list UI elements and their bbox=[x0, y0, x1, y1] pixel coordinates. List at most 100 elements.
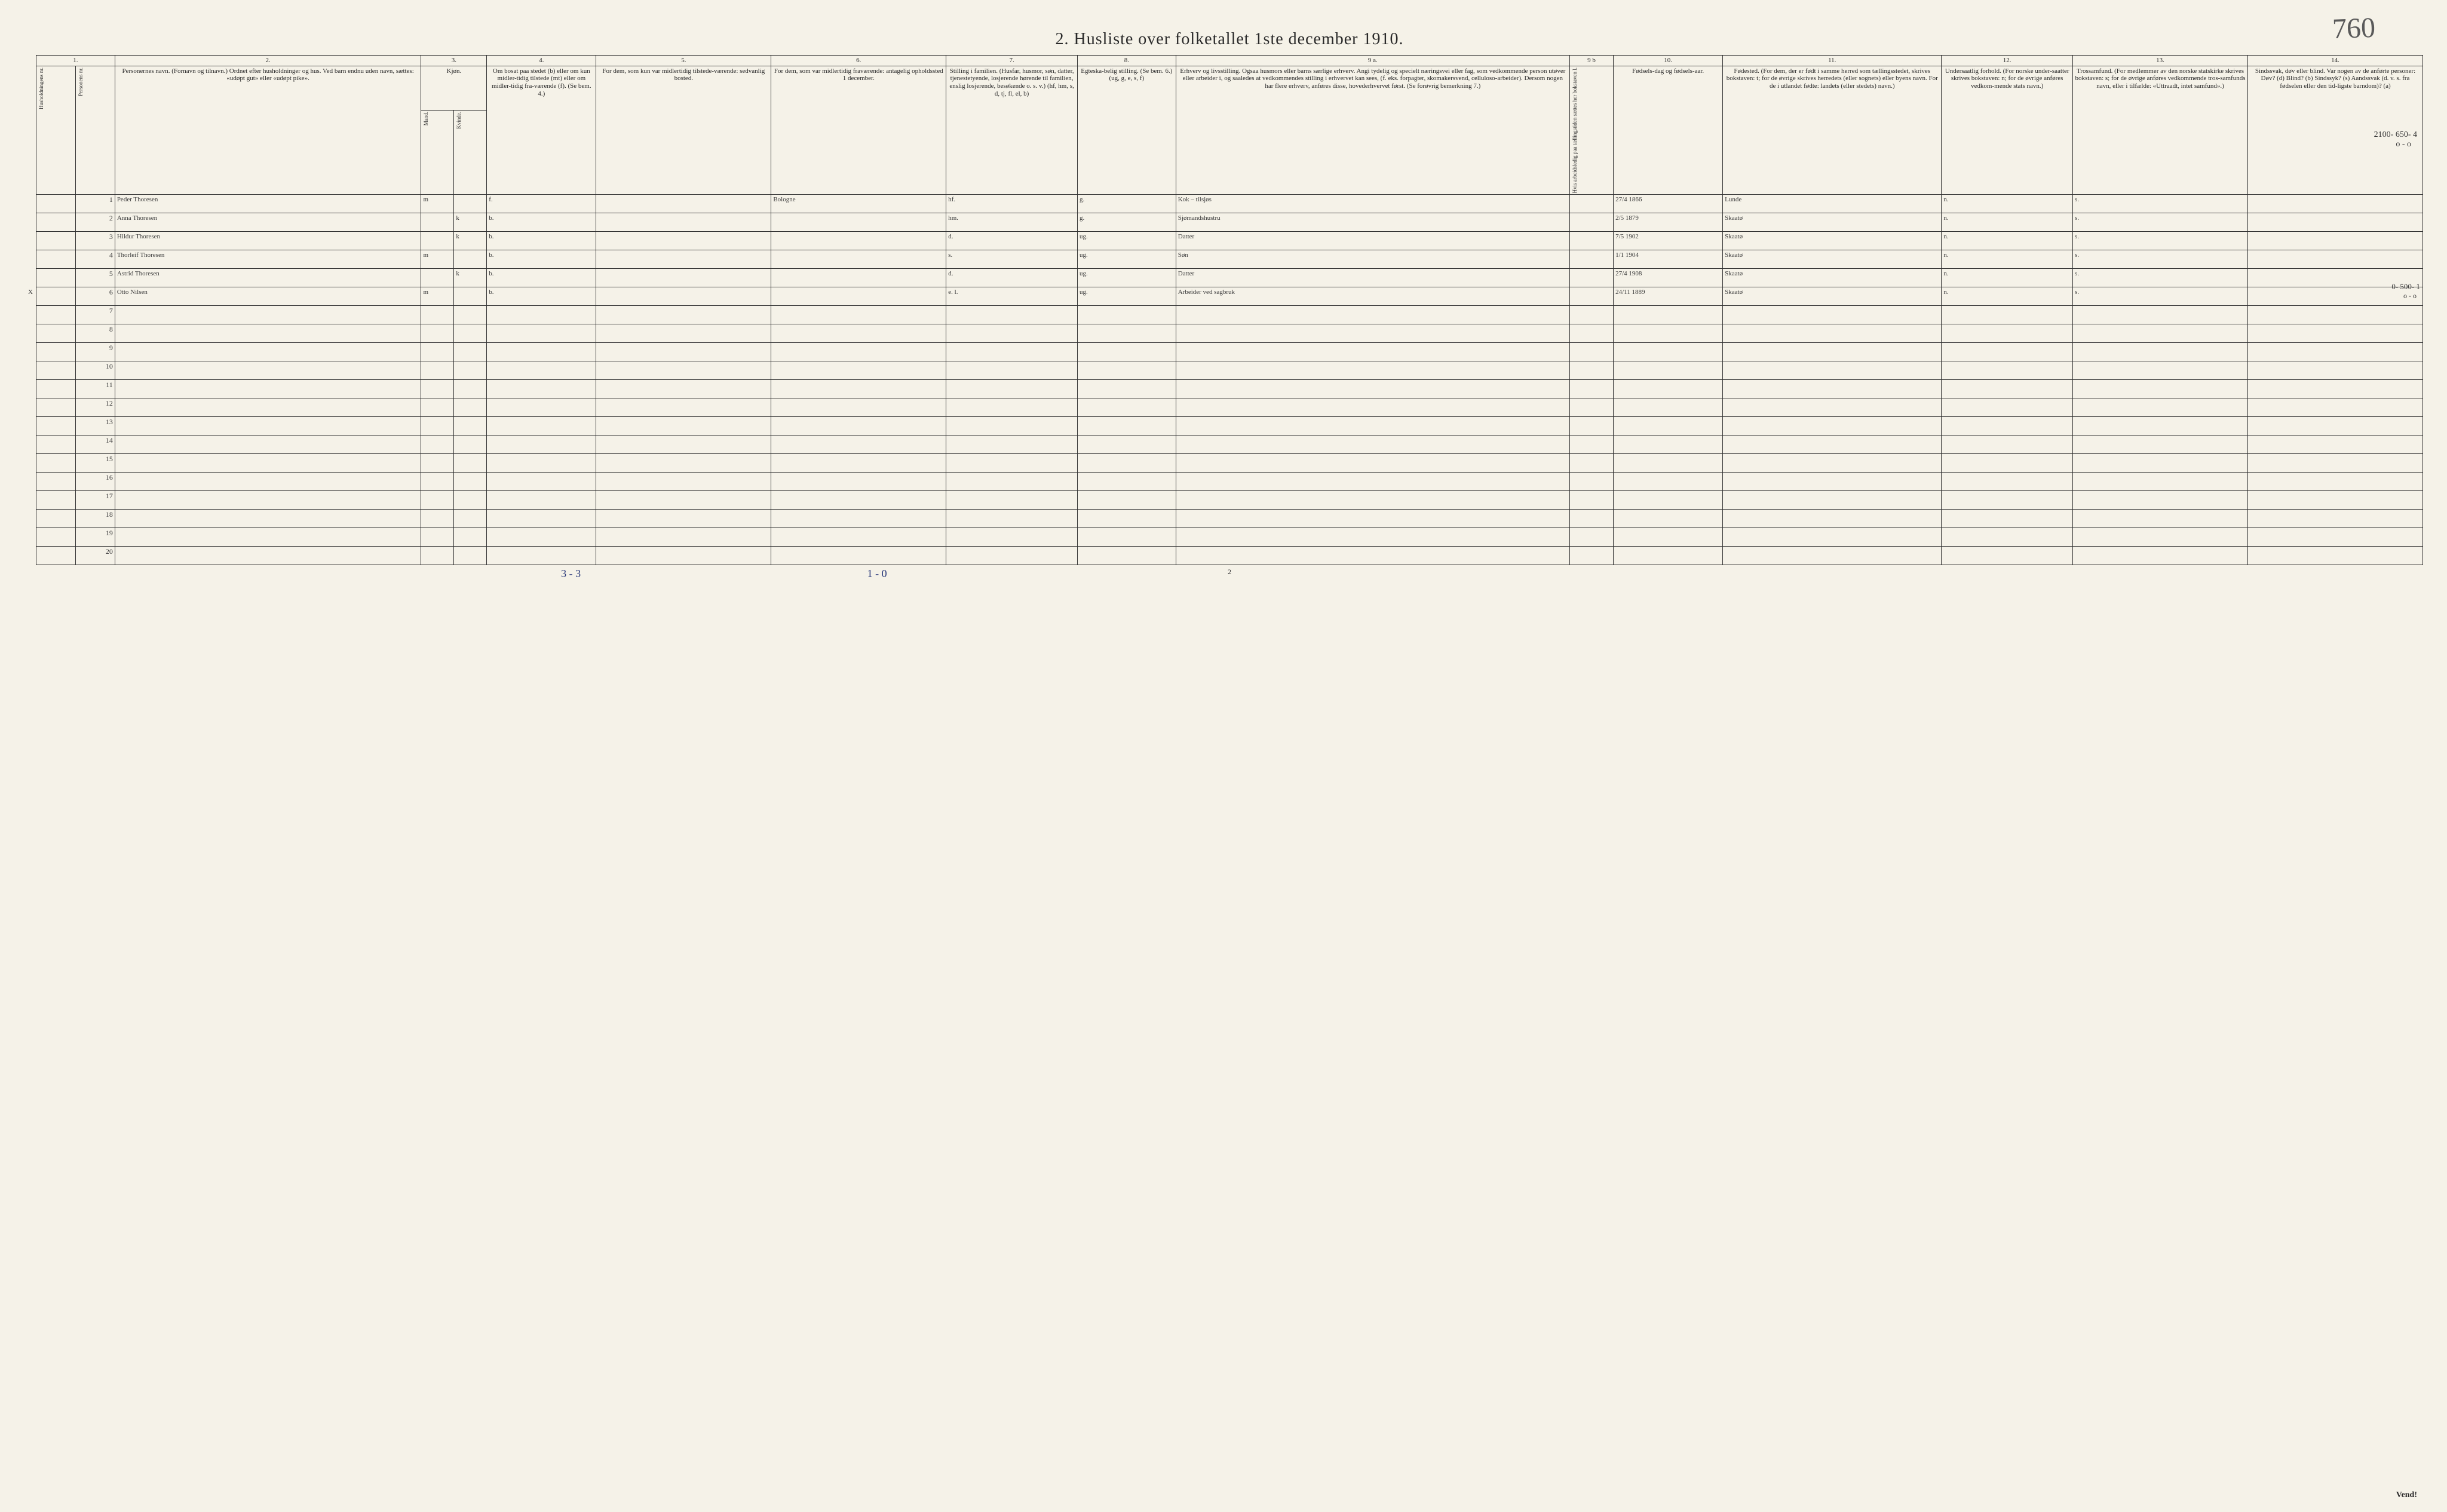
cell-temp-present bbox=[596, 510, 771, 528]
cell-birthplace: Skaatø bbox=[1723, 232, 1942, 250]
cell-birthdate bbox=[1614, 361, 1723, 380]
footer-notes: 3 - 3 1 - 0 2 bbox=[36, 568, 2423, 580]
cell-birthplace: Skaatø bbox=[1723, 213, 1942, 232]
cell-occupation bbox=[1176, 306, 1569, 324]
cell-disability bbox=[2247, 250, 2423, 269]
cell-occupation bbox=[1176, 473, 1569, 491]
cell-temp-present bbox=[596, 417, 771, 435]
cell-birthdate: 7/5 1902 bbox=[1614, 232, 1723, 250]
hdr-temp-present: For dem, som kun var midlertidig tilsted… bbox=[596, 66, 771, 194]
cell-sex-k bbox=[454, 528, 487, 547]
cell-sex-m bbox=[421, 213, 454, 232]
cell-person-no: 7 bbox=[75, 306, 115, 324]
cell-sex-m: m bbox=[421, 287, 454, 306]
cell-name bbox=[115, 510, 421, 528]
margin-note-row6: 0- 500- 1 bbox=[2391, 283, 2420, 292]
cell-religion bbox=[2073, 528, 2248, 547]
cell-sex-m bbox=[421, 510, 454, 528]
cell-household-no: X bbox=[36, 287, 76, 306]
cell-religion bbox=[2073, 547, 2248, 565]
cell-temp-absent bbox=[771, 398, 946, 417]
cell-residence bbox=[487, 417, 596, 435]
cell-sex-k bbox=[454, 361, 487, 380]
cell-temp-absent bbox=[771, 454, 946, 473]
table-body: 1Peder Thoresenmf.Bolognehf.g.Kok – tils… bbox=[36, 195, 2423, 565]
cell-birthplace bbox=[1723, 528, 1942, 547]
cell-birthdate bbox=[1614, 306, 1723, 324]
cell-marital: ug. bbox=[1077, 250, 1176, 269]
cell-person-no: 6 bbox=[75, 287, 115, 306]
cell-name: Otto Nilsen bbox=[115, 287, 421, 306]
cell-occupation bbox=[1176, 435, 1569, 454]
cell-temp-absent bbox=[771, 250, 946, 269]
cell-person-no: 5 bbox=[75, 269, 115, 287]
cell-disability bbox=[2247, 380, 2423, 398]
footer-tally-2: 1 - 0 bbox=[867, 568, 887, 580]
hdr-birthplace: Fødested. (For dem, der er født i samme … bbox=[1723, 66, 1942, 194]
cell-birthplace bbox=[1723, 380, 1942, 398]
cell-household-no bbox=[36, 398, 76, 417]
cell-temp-absent bbox=[771, 232, 946, 250]
colnum-7: 7. bbox=[946, 56, 1078, 66]
cell-birthdate bbox=[1614, 454, 1723, 473]
cell-family-position bbox=[946, 417, 1078, 435]
cell-residence bbox=[487, 343, 596, 361]
cell-occupation bbox=[1176, 528, 1569, 547]
cell-person-no: 10 bbox=[75, 361, 115, 380]
hdr-name: Personernes navn. (Fornavn og tilnavn.) … bbox=[115, 66, 421, 194]
table-row: 7 bbox=[36, 306, 2423, 324]
colnum-6: 6. bbox=[771, 56, 946, 66]
cell-birthplace: Skaatø bbox=[1723, 269, 1942, 287]
cell-temp-absent bbox=[771, 491, 946, 510]
cell-birthdate bbox=[1614, 473, 1723, 491]
cell-unemployed bbox=[1569, 380, 1613, 398]
colnum-14: 14. bbox=[2247, 56, 2423, 66]
cell-name bbox=[115, 361, 421, 380]
cell-person-no: 1 bbox=[75, 195, 115, 213]
cell-occupation bbox=[1176, 491, 1569, 510]
cell-sex-k: k bbox=[454, 269, 487, 287]
cell-disability bbox=[2247, 398, 2423, 417]
cell-family-position bbox=[946, 380, 1078, 398]
cell-name: Thorleif Thoresen bbox=[115, 250, 421, 269]
cell-person-no: 14 bbox=[75, 435, 115, 454]
cell-nationality bbox=[1942, 547, 2073, 565]
cell-nationality bbox=[1942, 491, 2073, 510]
cell-occupation: Datter bbox=[1176, 232, 1569, 250]
cell-person-no: 3 bbox=[75, 232, 115, 250]
cell-person-no: 12 bbox=[75, 398, 115, 417]
cell-unemployed bbox=[1569, 361, 1613, 380]
cell-sex-k: k bbox=[454, 213, 487, 232]
cell-family-position bbox=[946, 435, 1078, 454]
cell-marital: g. bbox=[1077, 195, 1176, 213]
margin-note-row6-2: o - o bbox=[2403, 292, 2417, 300]
cell-temp-present bbox=[596, 343, 771, 361]
cell-sex-m bbox=[421, 417, 454, 435]
cell-birthdate bbox=[1614, 417, 1723, 435]
hdr-occupation: Erhverv og livsstilling. Ogsaa husmors e… bbox=[1176, 66, 1569, 194]
census-page: 760 2. Husliste over folketallet 1ste de… bbox=[0, 0, 2447, 1512]
cell-person-no: 19 bbox=[75, 528, 115, 547]
cell-disability bbox=[2247, 306, 2423, 324]
cell-household-no bbox=[36, 380, 76, 398]
cell-name bbox=[115, 454, 421, 473]
cell-marital bbox=[1077, 324, 1176, 343]
cell-residence: b. bbox=[487, 250, 596, 269]
cell-person-no: 4 bbox=[75, 250, 115, 269]
cell-birthdate bbox=[1614, 547, 1723, 565]
cell-temp-absent bbox=[771, 417, 946, 435]
cell-residence bbox=[487, 380, 596, 398]
cell-household-no bbox=[36, 454, 76, 473]
cell-disability bbox=[2247, 232, 2423, 250]
cell-residence bbox=[487, 398, 596, 417]
cell-birthdate bbox=[1614, 510, 1723, 528]
cell-temp-present bbox=[596, 232, 771, 250]
cell-household-no bbox=[36, 547, 76, 565]
margin-note-top-right: 2100- 650- 4 bbox=[2374, 130, 2417, 140]
table-row: 18 bbox=[36, 510, 2423, 528]
cell-occupation bbox=[1176, 398, 1569, 417]
cell-nationality: n. bbox=[1942, 232, 2073, 250]
hdr-temp-absent: For dem, som var midlertidig fraværende:… bbox=[771, 66, 946, 194]
cell-temp-present bbox=[596, 324, 771, 343]
cell-occupation bbox=[1176, 361, 1569, 380]
